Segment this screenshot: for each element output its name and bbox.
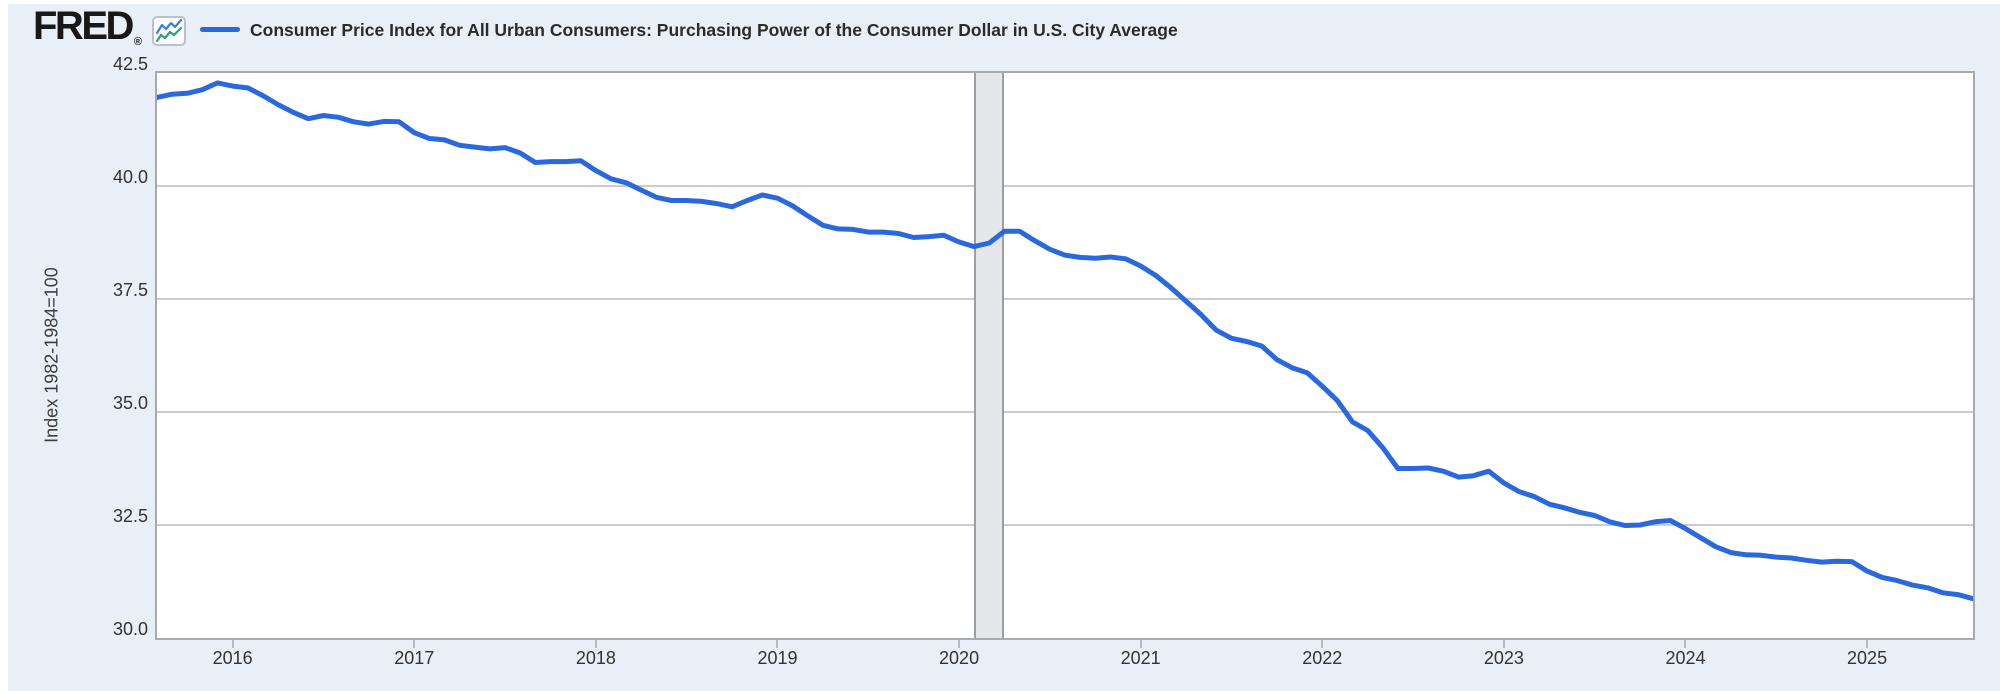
series-title-link[interactable]: Consumer Price Index for All Urban Consu…: [250, 20, 1178, 40]
x-tick-mark: [413, 640, 416, 648]
x-tick-mark: [1139, 640, 1142, 648]
x-tick-label: 2021: [1120, 648, 1161, 668]
y-tick-label: 42.5: [112, 54, 148, 74]
x-tick-label: 2020: [939, 648, 980, 668]
line-chart-icon: [152, 16, 186, 46]
data-line-layer: [157, 80, 1973, 602]
y-tick-label: 30.0: [112, 619, 148, 639]
y-tick-label: 35.0: [112, 393, 148, 413]
gridline: [157, 298, 1973, 300]
recession-band: [974, 73, 1005, 638]
x-tick-mark: [1684, 640, 1687, 648]
x-tick-label: 2025: [1847, 648, 1888, 668]
x-tick-mark: [1866, 640, 1869, 648]
y-tick-label: 40.0: [112, 167, 148, 187]
x-tick-label: 2017: [394, 648, 435, 668]
x-tick-mark: [594, 640, 597, 648]
plot-area[interactable]: [155, 71, 1975, 640]
x-tick-label: 2016: [212, 648, 253, 668]
x-tick-label: 2022: [1302, 648, 1343, 668]
x-tick-mark: [231, 640, 234, 648]
x-tick-label: 2024: [1665, 648, 1706, 668]
y-tick-label: 37.5: [112, 280, 148, 300]
registered-mark-icon: ®: [133, 36, 142, 48]
fred-logo[interactable]: FRED ®: [33, 4, 142, 48]
y-axis-title: Index 1982-1984=100: [41, 267, 62, 443]
gridline: [157, 185, 1973, 187]
x-tick-label: 2019: [757, 648, 798, 668]
gridline: [157, 411, 1973, 413]
legend-line-swatch: [200, 27, 240, 32]
x-tick-mark: [1321, 640, 1324, 648]
x-tick-label: 2023: [1483, 648, 1524, 668]
x-tick-label: 2018: [575, 648, 616, 668]
fred-logo-text: FRED: [33, 4, 134, 48]
data-line: [157, 80, 1973, 602]
x-tick-mark: [1502, 640, 1505, 648]
gridline: [157, 524, 1973, 526]
y-tick-label: 32.5: [112, 506, 148, 526]
x-tick-mark: [776, 640, 779, 648]
x-tick-mark: [958, 640, 961, 648]
